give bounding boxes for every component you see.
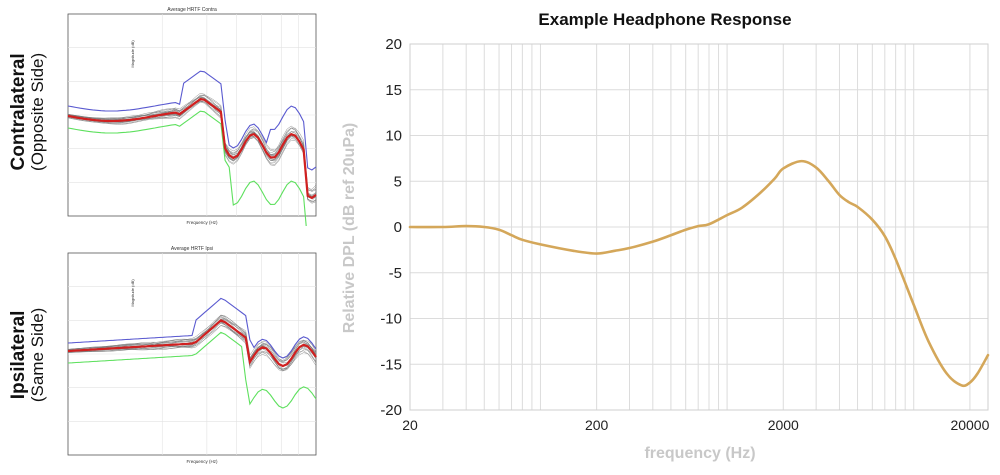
mini-max-curve <box>67 70 317 171</box>
chart-series <box>408 159 990 388</box>
chart-grid <box>409 43 989 411</box>
mini-average-curve <box>67 98 317 200</box>
x-axis-label: frequency (Hz) <box>644 445 755 462</box>
y-tick-label: 10 <box>385 128 402 145</box>
mini-plot-xlabel: Frequency (Hz) <box>186 459 218 464</box>
y-tick-label: -10 <box>380 311 402 328</box>
mini-plot-title: Average HRTF Ipsi <box>171 246 213 252</box>
headphone-response-chart: 20 15 10 5 0 -5 -10 -15 -20 20 200 2000 20000 Exampl… <box>330 0 1000 470</box>
mini-plot-area <box>67 252 317 456</box>
y-tick-label: 5 <box>394 173 402 190</box>
y-tick-label: -5 <box>389 265 402 282</box>
mini-min-curve <box>67 331 317 409</box>
mini-subject-curve <box>67 317 317 361</box>
mini-plot-xlabel: Frequency (Hz) <box>186 220 218 225</box>
y-tick-label: -20 <box>380 402 402 419</box>
mini-subject-curve <box>67 96 317 197</box>
response-line <box>408 159 990 388</box>
mini-average-curve <box>67 319 317 368</box>
ipsilateral-hrtf-plot: Average HRTF Ipsi Frequency (Hz) Magnitude… <box>67 246 317 464</box>
chart-title: Example Headphone Response <box>538 10 791 29</box>
mini-max-curve <box>67 297 317 359</box>
mini-min-curve <box>67 110 307 226</box>
y-axis-label: Relative DPL (dB ref 20uPa) <box>341 123 358 333</box>
hrtf-panel: Contralateral (Opposite Side) Average HR… <box>0 0 330 470</box>
y-tick-label: 20 <box>385 36 402 53</box>
mini-subject-curve <box>67 100 317 203</box>
x-tick-label: 20 <box>402 417 418 433</box>
mini-subject-curve <box>67 325 317 372</box>
x-tick-label: 200 <box>585 417 609 433</box>
contralateral-hrtf-plot: Average HRTF Contra Frequency (Hz) Magnitu… <box>67 7 317 226</box>
contralateral-title: Contralateral <box>8 53 30 171</box>
y-tick-label: -15 <box>380 356 402 373</box>
mini-plot-ylabel: Magnitude (dB) <box>130 279 135 307</box>
x-tick-label: 2000 <box>768 417 799 433</box>
x-tick-label: 20000 <box>950 417 989 433</box>
ipsilateral-label: Ipsilateral (Same Side) <box>8 240 48 470</box>
mini-subject-curve <box>67 93 317 191</box>
y-tick-label: 0 <box>394 219 402 236</box>
y-tick-label: 15 <box>385 82 402 99</box>
mini-subject-curve <box>67 95 317 192</box>
mini-plot-area <box>67 13 317 217</box>
mini-plot-ylabel: Magnitude (dB) <box>130 40 135 68</box>
ipsilateral-title: Ipsilateral <box>8 310 30 400</box>
mini-subject-curve <box>67 101 317 204</box>
mini-plot-title: Average HRTF Contra <box>167 7 217 13</box>
mini-subject-curve <box>67 315 317 360</box>
mini-subject-curve <box>67 317 317 362</box>
contralateral-label: Contralateral (Opposite Side) <box>8 0 48 227</box>
contralateral-subtitle: (Opposite Side) <box>28 52 48 171</box>
ipsilateral-subtitle: (Same Side) <box>28 307 48 403</box>
